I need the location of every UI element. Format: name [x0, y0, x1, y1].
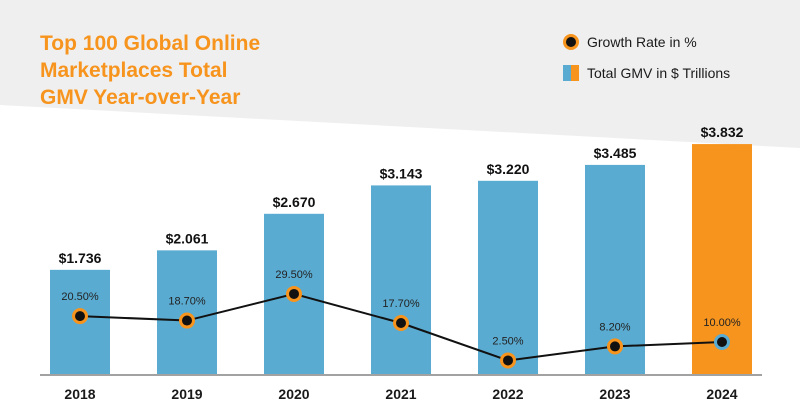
x-tick-label-2024: 2024 [706, 386, 737, 402]
growth-label-2024: 10.00% [703, 317, 741, 329]
growth-label-2020: 29.50% [275, 269, 313, 281]
bar-value-label-2019: $2.061 [166, 230, 209, 246]
legend-item-growth: Growth Rate in % [563, 32, 730, 52]
growth-label-2022: 2.50% [492, 335, 523, 347]
bar-2022 [478, 180, 538, 374]
bar-2021 [371, 185, 431, 374]
growth-label-2023: 8.20% [599, 321, 630, 333]
bar-value-label-2022: $3.220 [487, 161, 530, 177]
legend: Growth Rate in % Total GMV in $ Trillion… [563, 32, 730, 94]
growth-point-2019 [179, 312, 195, 329]
legend-item-gmv: Total GMV in $ Trillions [563, 63, 730, 83]
bar-value-label-2018: $1.736 [59, 250, 102, 266]
growth-point-2022 [500, 352, 516, 369]
x-tick-label-2023: 2023 [599, 386, 630, 402]
x-tick-label-2018: 2018 [64, 386, 95, 402]
x-tick-label-2019: 2019 [171, 386, 202, 402]
growth-point-2018 [72, 308, 88, 325]
bar-value-label-2021: $3.143 [380, 165, 423, 181]
growth-label-2021: 17.70% [382, 298, 420, 310]
growth-label-2019: 18.70% [168, 296, 206, 308]
growth-label-2018: 20.50% [61, 291, 99, 303]
growth-point-2024 [714, 333, 730, 350]
growth-marker-icon [563, 34, 579, 50]
bar-value-label-2024: $3.832 [701, 124, 744, 140]
growth-point-2023 [607, 338, 623, 355]
bar-2019 [157, 250, 217, 374]
x-tick-label-2022: 2022 [492, 386, 523, 402]
bar-value-label-2020: $2.670 [273, 194, 316, 210]
legend-label-growth: Growth Rate in % [587, 34, 697, 50]
x-tick-label-2020: 2020 [278, 386, 309, 402]
chart-title: Top 100 Global Online Marketplaces Total… [40, 32, 261, 109]
gmv-swatch-icon [563, 65, 579, 81]
background-band [0, 0, 800, 148]
legend-label-gmv: Total GMV in $ Trillions [587, 65, 731, 81]
bar-value-label-2023: $3.485 [594, 145, 637, 161]
growth-point-2020 [286, 285, 302, 302]
x-tick-label-2021: 2021 [385, 386, 416, 402]
growth-point-2021 [393, 315, 409, 332]
